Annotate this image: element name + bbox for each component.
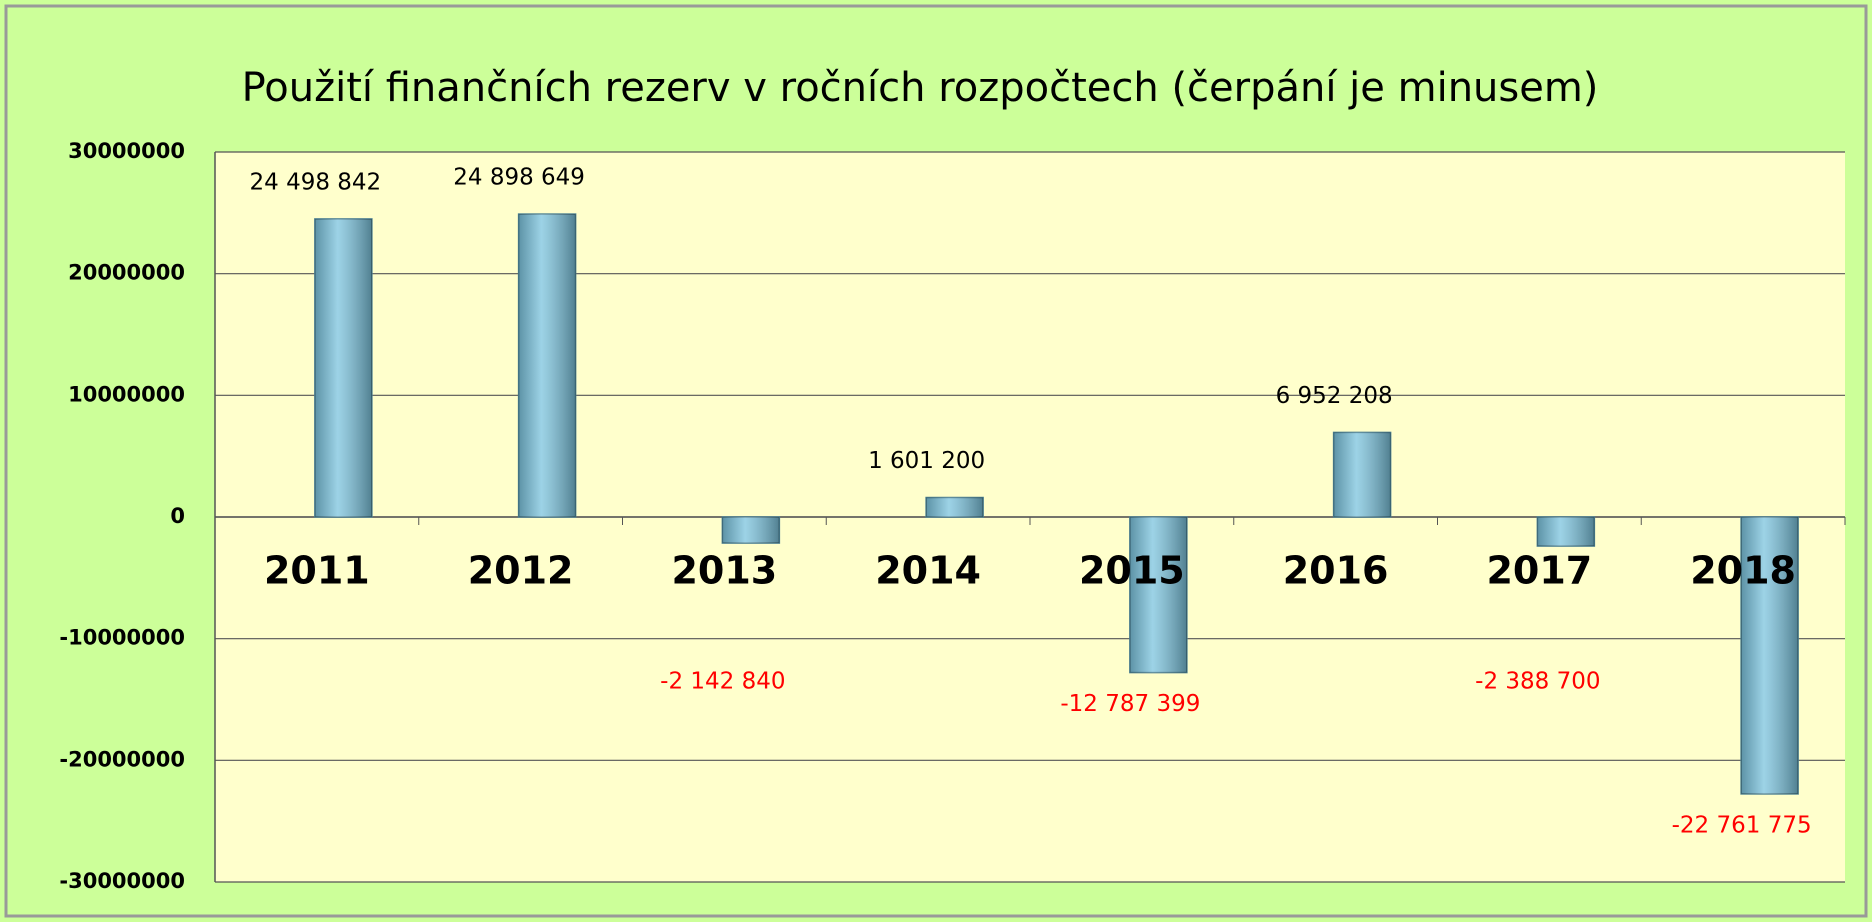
data-label: -2 142 840 xyxy=(660,669,785,695)
x-tick-label: 2018 xyxy=(1690,549,1796,593)
x-tick-label: 2012 xyxy=(468,549,574,593)
data-label: -12 787 399 xyxy=(1060,691,1200,717)
x-tick-label: 2016 xyxy=(1283,549,1389,593)
data-label: -2 388 700 xyxy=(1475,669,1600,695)
x-tick-label: 2017 xyxy=(1486,549,1592,593)
bar-shade xyxy=(1741,517,1799,794)
bar-shade xyxy=(314,218,372,517)
bar-shade xyxy=(926,497,984,517)
data-label: 24 498 842 xyxy=(250,169,382,195)
chart-title: Použití finančních rezerv v ročních rozp… xyxy=(242,65,1599,111)
y-tick-label: -10000000 xyxy=(59,626,185,650)
bar-shade xyxy=(1129,517,1187,673)
data-label: 24 898 649 xyxy=(453,165,585,191)
x-tick-label: 2013 xyxy=(671,549,777,593)
x-tick-label: 2011 xyxy=(264,549,370,593)
x-tick-label: 2015 xyxy=(1079,549,1185,593)
y-tick-label: 0 xyxy=(170,504,185,528)
bar-shade xyxy=(1333,432,1391,517)
data-label: 6 952 208 xyxy=(1276,383,1393,409)
bar-shade xyxy=(722,517,780,544)
data-label: 1 601 200 xyxy=(868,448,985,474)
bar-shade xyxy=(518,214,576,517)
x-tick-label: 2014 xyxy=(875,549,981,593)
y-tick-label: 30000000 xyxy=(68,139,185,163)
y-tick-label: -30000000 xyxy=(59,869,185,893)
data-label: -22 761 775 xyxy=(1672,812,1812,838)
bar-shade xyxy=(1537,517,1595,547)
y-tick-label: -20000000 xyxy=(59,747,185,771)
y-tick-label: 10000000 xyxy=(68,382,185,406)
y-tick-label: 20000000 xyxy=(68,261,185,285)
